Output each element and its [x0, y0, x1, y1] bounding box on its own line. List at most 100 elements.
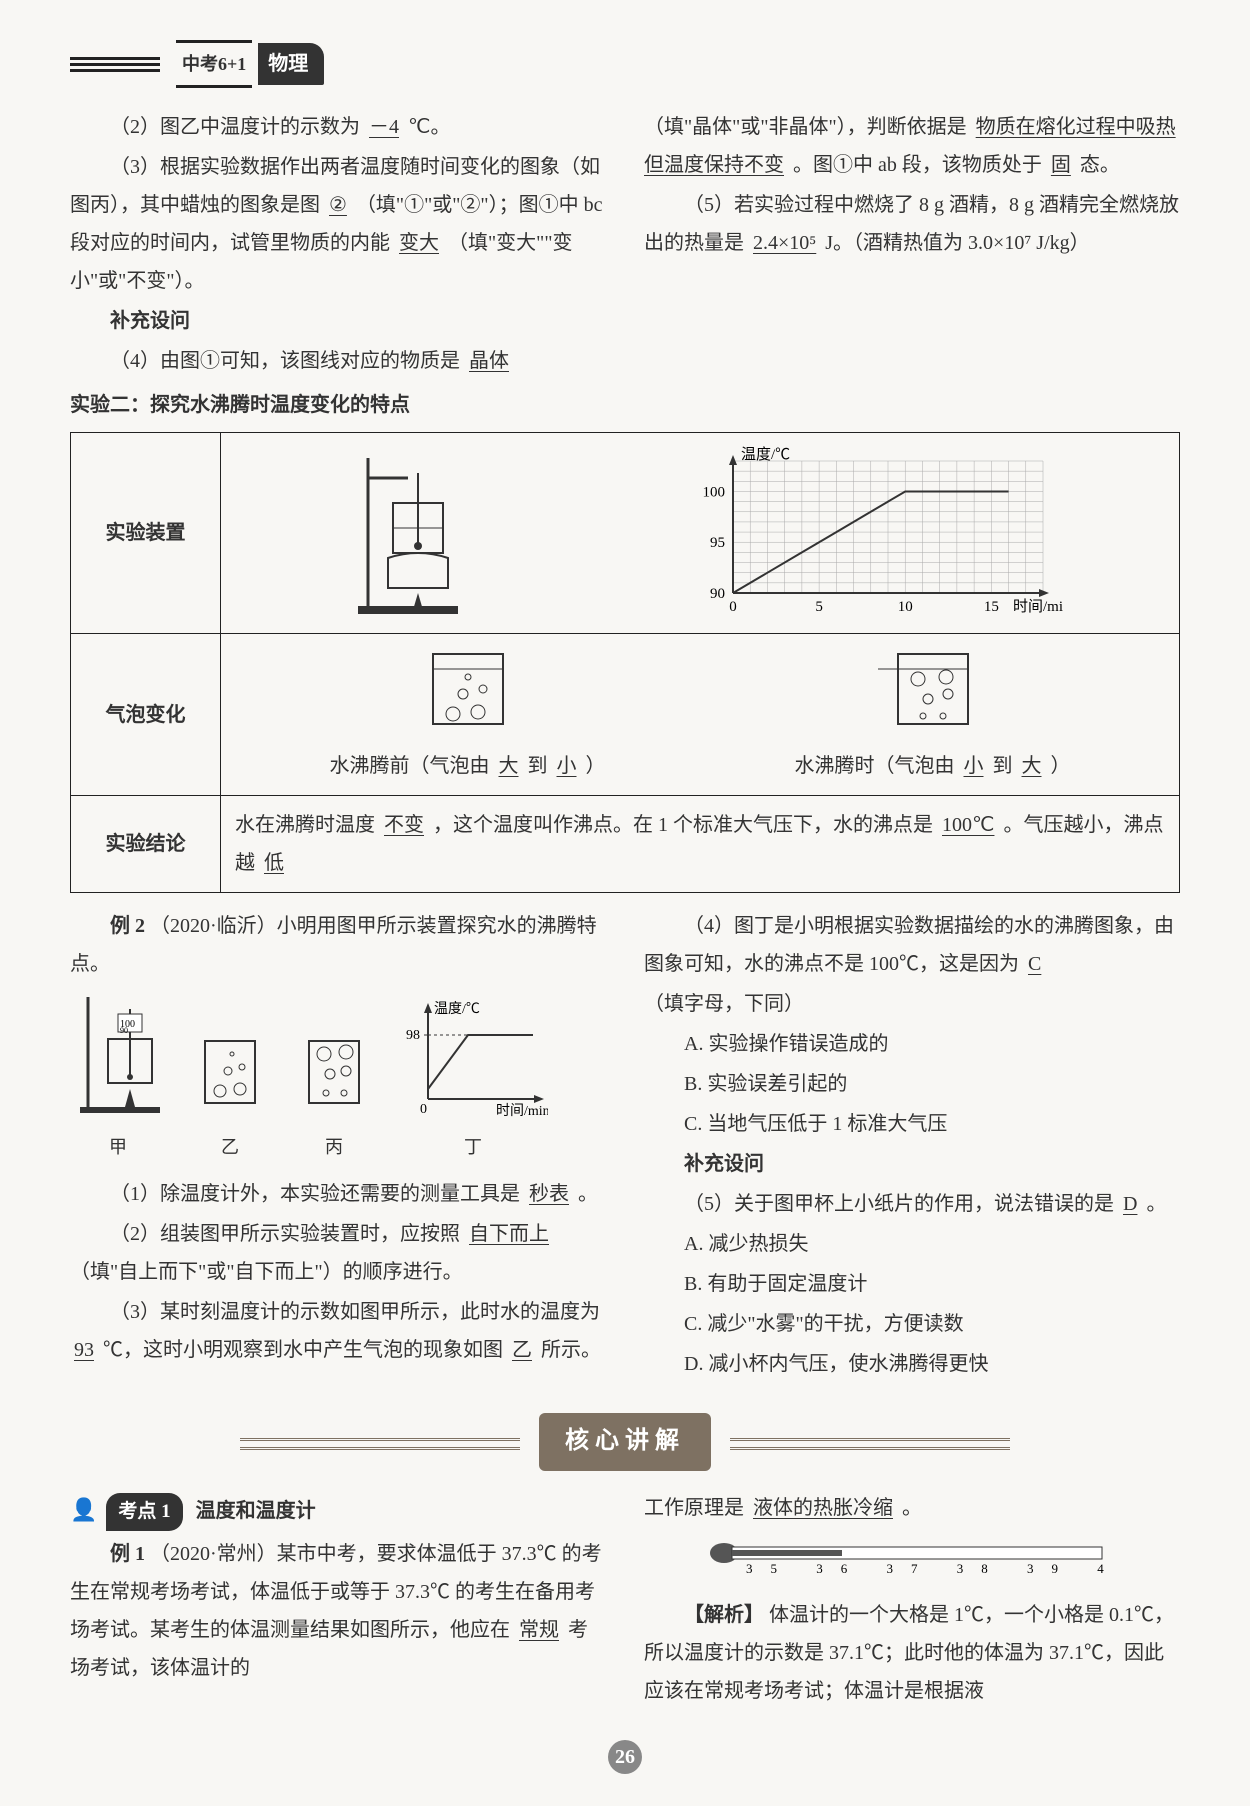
kaodian-heading: 👤 考点 1 温度和温度计 [70, 1489, 606, 1531]
ex2q2ans: 自下而上 [465, 1223, 553, 1245]
top-columns: （2）图乙中温度计的示数为 －4 ℃。 （3）根据实验数据作出两者温度随时间变化… [70, 108, 1180, 382]
concl-b: ，这个温度叫作沸点。在 1 个标准大气压下，水的沸点是 [433, 814, 933, 836]
experiment-table: 实验装置 9095100051015温度/℃时间/min [70, 432, 1180, 893]
kd-analysis: 【解析】 体温计的一个大格是 1℃，一个小格是 0.1℃，所以温度计的示数是 3… [644, 1596, 1180, 1710]
example2-columns: 例 2 （2020·临沂）小明用图甲所示装置探究水的沸腾特点。 100 90 甲 [70, 907, 1180, 1385]
ba-c: ） [1051, 755, 1071, 777]
q3-line: （3）根据实验数据作出两者温度随时间变化的图象（如图丙），其中蜡烛的图象是图 ②… [70, 148, 606, 300]
ex2-opt5C: C. 减少"水雾"的干扰，方便读数 [644, 1305, 1180, 1343]
page-number: 26 [70, 1738, 1180, 1776]
bb-ans1: 大 [495, 755, 523, 777]
ex2q5a: （5）关于图甲杯上小纸片的作用，说法错误的是 [684, 1193, 1114, 1215]
brand-name: 中考6+1 [176, 40, 252, 88]
ex2-sup-title: 补充设问 [644, 1145, 1180, 1183]
ex2-optB: B. 实验误差引起的 [644, 1065, 1180, 1103]
svg-text:10: 10 [897, 599, 912, 615]
q2-line: （2）图乙中温度计的示数为 －4 ℃。 [70, 108, 606, 146]
ba-ans1: 小 [960, 755, 988, 777]
ex2q3b: ℃，这时小明观察到水中产生气泡的现象如图 [103, 1339, 503, 1361]
bb-b: 到 [528, 755, 548, 777]
fig-bing: 丙 [294, 1029, 374, 1164]
ex2-q3: （3）某时刻温度计的示数如图甲所示，此时水的温度为 93 ℃，这时小明观察到水中… [70, 1293, 606, 1369]
q2-answer: －4 [365, 116, 403, 138]
bubbles-cell: 水沸腾前（气泡由 大 到 小 ） [221, 634, 1180, 796]
q4a-text: （4）由图①可知，该图线对应的物质是 [110, 350, 460, 372]
svg-text:90: 90 [710, 586, 725, 602]
table-row: 实验装置 9095100051015温度/℃时间/min [71, 433, 1180, 634]
svg-text:15: 15 [983, 599, 998, 615]
thermometer-icon: 35 36 37 38 39 40 41 42 [702, 1531, 1122, 1575]
ding-xlabel: 时间/min [496, 1103, 548, 1119]
ex2-left: 例 2 （2020·临沂）小明用图甲所示装置探究水的沸腾特点。 100 90 甲 [70, 907, 606, 1385]
boiling-chart: 9095100051015温度/℃时间/min [683, 443, 1063, 623]
ex2-intro: 例 2 （2020·临沂）小明用图甲所示装置探究水的沸腾特点。 [70, 907, 606, 983]
concl-a: 水在沸腾时温度 [235, 814, 375, 836]
row1-label: 实验装置 [71, 433, 221, 634]
q4-line: （4）由图①可知，该图线对应的物质是 晶体 [70, 342, 606, 380]
ex2q3ans2: 乙 [508, 1339, 536, 1361]
supplement-title: 补充设问 [70, 302, 606, 340]
kaodian-left: 👤 考点 1 温度和温度计 例 1 （2020·常州）某市中考，要求体温低于 3… [70, 1489, 606, 1712]
row3-label: 实验结论 [71, 796, 221, 893]
q2-text: （2）图乙中温度计的示数为 [110, 116, 360, 138]
table-row: 气泡变化 水沸腾前（气泡由 大 到 [71, 634, 1180, 796]
bubble-after: 水沸腾时（气泡由 小 到 大 ） [795, 644, 1071, 785]
ex2-figures: 100 90 甲 乙 [70, 989, 606, 1164]
ex2q4a: （4）图丁是小明根据实验数据描绘的水的沸腾图象，由图象可知，水的沸点不是 100… [644, 915, 1174, 975]
svg-text:90: 90 [120, 1026, 128, 1035]
ex2q2b: （填"自上而下"或"自下而上"）的顺序进行。 [70, 1261, 463, 1283]
apparatus-cell: 9095100051015温度/℃时间/min [221, 433, 1180, 634]
r1-line: （填"晶体"或"非晶体"），判断依据是 物质在熔化过程中吸热但温度保持不变 。图… [644, 108, 1180, 184]
header-stripes [70, 57, 160, 72]
ex2-q5: （5）关于图甲杯上小纸片的作用，说法错误的是 D 。 [644, 1185, 1180, 1223]
ex2-opt5A: A. 减少热损失 [644, 1225, 1180, 1263]
bb-a: 水沸腾前（气泡由 [330, 755, 490, 777]
bubble-before: 水沸腾前（气泡由 大 到 小 ） [330, 644, 606, 785]
subject-badge: 物理 [258, 43, 324, 85]
svg-text:时间/min: 时间/min [1013, 598, 1063, 615]
ding-ytick: 98 [406, 1028, 420, 1043]
ba-ans2: 大 [1018, 755, 1046, 777]
thermo-ticks: 35 36 37 38 39 40 41 42 [746, 1561, 1122, 1575]
svg-text:5: 5 [815, 599, 823, 615]
ex2q1b: 。 [578, 1183, 598, 1205]
ex2-opt5B: B. 有助于固定温度计 [644, 1265, 1180, 1303]
svg-text:0: 0 [420, 1102, 427, 1117]
bb-c: ） [586, 755, 606, 777]
kdr1a: 工作原理是 [644, 1497, 744, 1519]
ex2q3a: （3）某时刻温度计的示数如图甲所示，此时水的温度为 [110, 1301, 600, 1323]
thermometer-figure: 35 36 37 38 39 40 41 42 [644, 1531, 1180, 1588]
ex2q5ans: D [1119, 1193, 1141, 1215]
ex2-q4: （4）图丁是小明根据实验数据描绘的水的沸腾图象，由图象可知，水的沸点不是 100… [644, 907, 1180, 983]
r1a-text: （填"晶体"或"非晶体"），判断依据是 [644, 116, 967, 138]
ba-a: 水沸腾时（气泡由 [795, 755, 955, 777]
ex2-q1: （1）除温度计外，本实验还需要的测量工具是 秒表 。 [70, 1175, 606, 1213]
ba-b: 到 [993, 755, 1013, 777]
svg-text:95: 95 [710, 535, 725, 551]
svg-text:0: 0 [729, 599, 737, 615]
ex2-opt5D: D. 减小杯内气压，使水沸腾得更快 [644, 1345, 1180, 1383]
q2-unit: ℃。 [408, 116, 450, 138]
ex2q5b: 。 [1146, 1193, 1166, 1215]
q3b-answer: 变大 [395, 232, 443, 254]
fig-label-0: 甲 [70, 1130, 166, 1164]
table-row: 实验结论 水在沸腾时温度 不变 ，这个温度叫作沸点。在 1 个标准大气压下，水的… [71, 796, 1180, 893]
fig-jia: 100 90 甲 [70, 989, 166, 1164]
r1b-text: 。图①中 ab 段，该物质处于 [793, 154, 1042, 176]
fig-label-1: 乙 [190, 1130, 270, 1164]
ding-chart: 温度/℃ 时间/min 98 0 [398, 999, 548, 1119]
header-badge: 中考6+1 物理 [170, 40, 324, 88]
q5b-text: J。（酒精热值为 3.0×10⁷ J/kg） [825, 232, 1089, 254]
ex2-title: 例 2 [110, 915, 145, 937]
ex2q1a: （1）除温度计外，本实验还需要的测量工具是 [110, 1183, 520, 1205]
ex2q1ans: 秒表 [525, 1183, 573, 1205]
ex2q3ans: 93 [70, 1339, 98, 1361]
kd-ex1: 例 1 （2020·常州）某市中考，要求体温低于 37.3℃ 的考生在常规考场考… [70, 1535, 606, 1687]
ex2-src: （2020·临沂）小明用图甲所示装置探究水的沸腾特点。 [70, 915, 597, 975]
ex2q4b: （填字母，下同） [644, 985, 1180, 1023]
analysis-label: 【解析】 [684, 1604, 764, 1626]
kdr1b: 。 [902, 1497, 922, 1519]
fig-label-3: 丁 [398, 1130, 548, 1164]
bb-ans2: 小 [553, 755, 581, 777]
kd-ex1-ans: 常规 [515, 1619, 563, 1641]
